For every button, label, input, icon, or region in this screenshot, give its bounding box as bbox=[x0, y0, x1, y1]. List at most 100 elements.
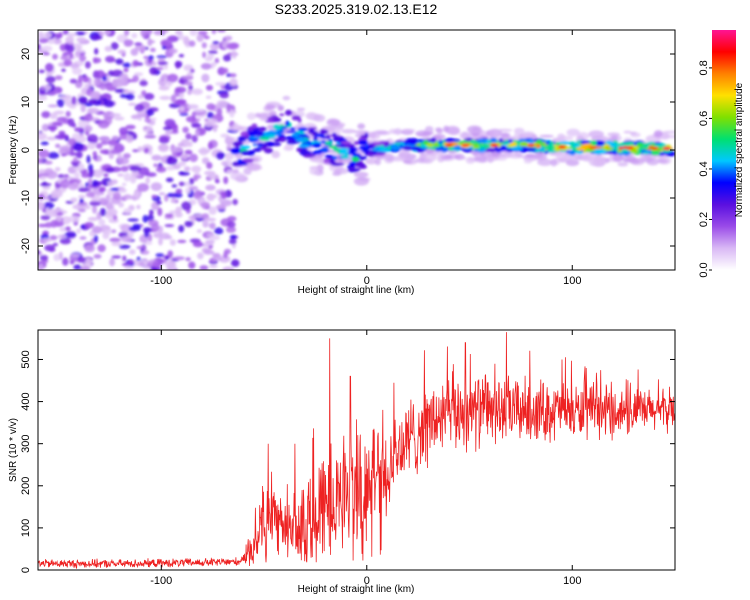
spectrogram-cell bbox=[59, 237, 72, 245]
spectrogram-cell bbox=[156, 55, 167, 59]
spectrogram-cell bbox=[123, 30, 130, 36]
spectrogram-cell bbox=[205, 217, 217, 222]
spectrogram-cell bbox=[603, 147, 612, 152]
spectrogram-cell bbox=[237, 162, 248, 166]
spectrogram-cell bbox=[232, 169, 239, 174]
spectrogram-cell bbox=[164, 213, 173, 218]
spectrogram-cell bbox=[72, 67, 82, 75]
spectrogram-cell bbox=[440, 155, 450, 160]
spectrogram-cell bbox=[90, 168, 94, 176]
snr-y-label: SNR (10 * v/v) bbox=[8, 418, 19, 482]
spectrogram-cell bbox=[87, 216, 99, 222]
spectrogram-cell bbox=[78, 96, 88, 105]
spectrogram-cell bbox=[621, 148, 629, 153]
spectrogram-cell bbox=[498, 138, 503, 144]
spectrogram-cell bbox=[265, 104, 276, 110]
spectrogram-cell bbox=[232, 122, 239, 131]
spectrogram-cell bbox=[61, 153, 67, 157]
spectrogram-cell bbox=[208, 245, 213, 249]
spectrogram-cell bbox=[426, 143, 434, 147]
spectrogram-cell bbox=[147, 58, 153, 64]
spectrogram-cell bbox=[72, 161, 79, 167]
spectrogram-cell bbox=[183, 166, 191, 172]
spectrogram-cell bbox=[200, 63, 212, 70]
spectrogram-cell bbox=[185, 133, 192, 140]
spectrogram-cell bbox=[287, 139, 293, 144]
spectrogram-cell bbox=[45, 207, 50, 213]
spectrogram-cell bbox=[87, 134, 98, 143]
spectrogram-cell bbox=[446, 138, 451, 142]
spectrogram-cell bbox=[539, 134, 554, 138]
spectrogram-cell bbox=[70, 197, 78, 203]
spectrogram-cell bbox=[70, 253, 81, 258]
snr-panel: -100 0 100 0 100 200 300 400 500 Height of strai… bbox=[8, 329, 676, 595]
spectrogram-cell bbox=[390, 144, 401, 151]
spectrogram-cell bbox=[210, 62, 215, 69]
spectrogram-cell bbox=[214, 57, 220, 64]
spectrogram-cell bbox=[100, 140, 108, 145]
spectrogram-cell bbox=[275, 129, 280, 133]
spectrogram-cell bbox=[91, 35, 103, 40]
spectrogram-cell bbox=[87, 141, 96, 150]
spectrogram-cell bbox=[347, 166, 355, 172]
spectrogram-cell bbox=[112, 214, 118, 221]
spectrogram-cell bbox=[42, 32, 52, 39]
spectrogram-cell bbox=[226, 42, 239, 50]
spectrogram-cell bbox=[38, 193, 45, 201]
spectrogram-cell bbox=[143, 229, 150, 238]
spectrogram-cell bbox=[131, 32, 138, 39]
spectrogram-cell bbox=[174, 86, 187, 94]
spectrogram-cell bbox=[311, 145, 320, 148]
spectrogram-cell bbox=[158, 85, 170, 91]
spectrogram-cell bbox=[285, 109, 293, 116]
spectrogram-cell bbox=[394, 128, 402, 135]
spectrogram-cell bbox=[221, 161, 226, 165]
spectrogram-cell bbox=[252, 143, 258, 146]
spectrogram-cell bbox=[123, 67, 129, 73]
spectrogram-cell bbox=[186, 141, 193, 148]
spectrogram-cell bbox=[94, 169, 103, 179]
spectrogram-cell bbox=[253, 147, 262, 152]
spectrogram-cell bbox=[91, 225, 103, 234]
spectrogram-cell bbox=[174, 30, 183, 35]
spectrogram-cell bbox=[117, 173, 124, 177]
spectrogram-y-tick-label: -20 bbox=[20, 238, 32, 254]
spectrogram-cell bbox=[353, 140, 360, 145]
spectrogram-cell bbox=[78, 208, 86, 213]
spectrogram-cell bbox=[209, 257, 216, 262]
colorbar-tick-label: 0.8 bbox=[698, 60, 710, 75]
spectrogram-cell bbox=[88, 107, 100, 114]
spectrogram-cell bbox=[625, 146, 634, 150]
spectrogram-cell bbox=[84, 125, 93, 132]
spectrogram-cell bbox=[159, 95, 171, 100]
snr-x-tick-label: -100 bbox=[150, 575, 172, 587]
spectrogram-cell bbox=[62, 257, 69, 266]
spectrogram-cell bbox=[42, 185, 51, 190]
spectrogram-cell bbox=[44, 160, 53, 165]
spectrogram-cell bbox=[490, 143, 499, 147]
spectrogram-cell bbox=[209, 235, 221, 241]
spectrogram-cell bbox=[88, 178, 93, 185]
spectrogram-cell bbox=[623, 130, 632, 134]
spectrogram-cell bbox=[120, 236, 133, 243]
snr-x-label: Height of straight line (km) bbox=[298, 584, 415, 595]
spectrogram-cell bbox=[272, 117, 282, 123]
chart-title: S233.2025.319.02.13.E12 bbox=[275, 1, 438, 17]
spectrogram-cell bbox=[83, 206, 91, 210]
spectrogram-cell bbox=[38, 92, 49, 96]
spectrogram-cell bbox=[192, 241, 204, 248]
spectrogram-cell bbox=[296, 107, 306, 111]
spectrogram-cell bbox=[67, 44, 75, 53]
spectrogram-cell bbox=[95, 70, 105, 79]
snr-y-tick-label: 0 bbox=[20, 567, 32, 573]
spectrogram-cell bbox=[93, 234, 98, 243]
spectrogram-cell bbox=[195, 130, 200, 138]
spectrogram-cell bbox=[617, 144, 626, 147]
spectrogram-cell bbox=[84, 221, 94, 229]
spectrogram-cell bbox=[341, 129, 356, 134]
spectrogram-cell bbox=[38, 263, 44, 270]
spectrogram-cell bbox=[641, 151, 650, 155]
spectrogram-cell bbox=[569, 150, 576, 156]
spectrogram-cell bbox=[340, 141, 351, 145]
spectrogram-cell bbox=[222, 67, 229, 74]
